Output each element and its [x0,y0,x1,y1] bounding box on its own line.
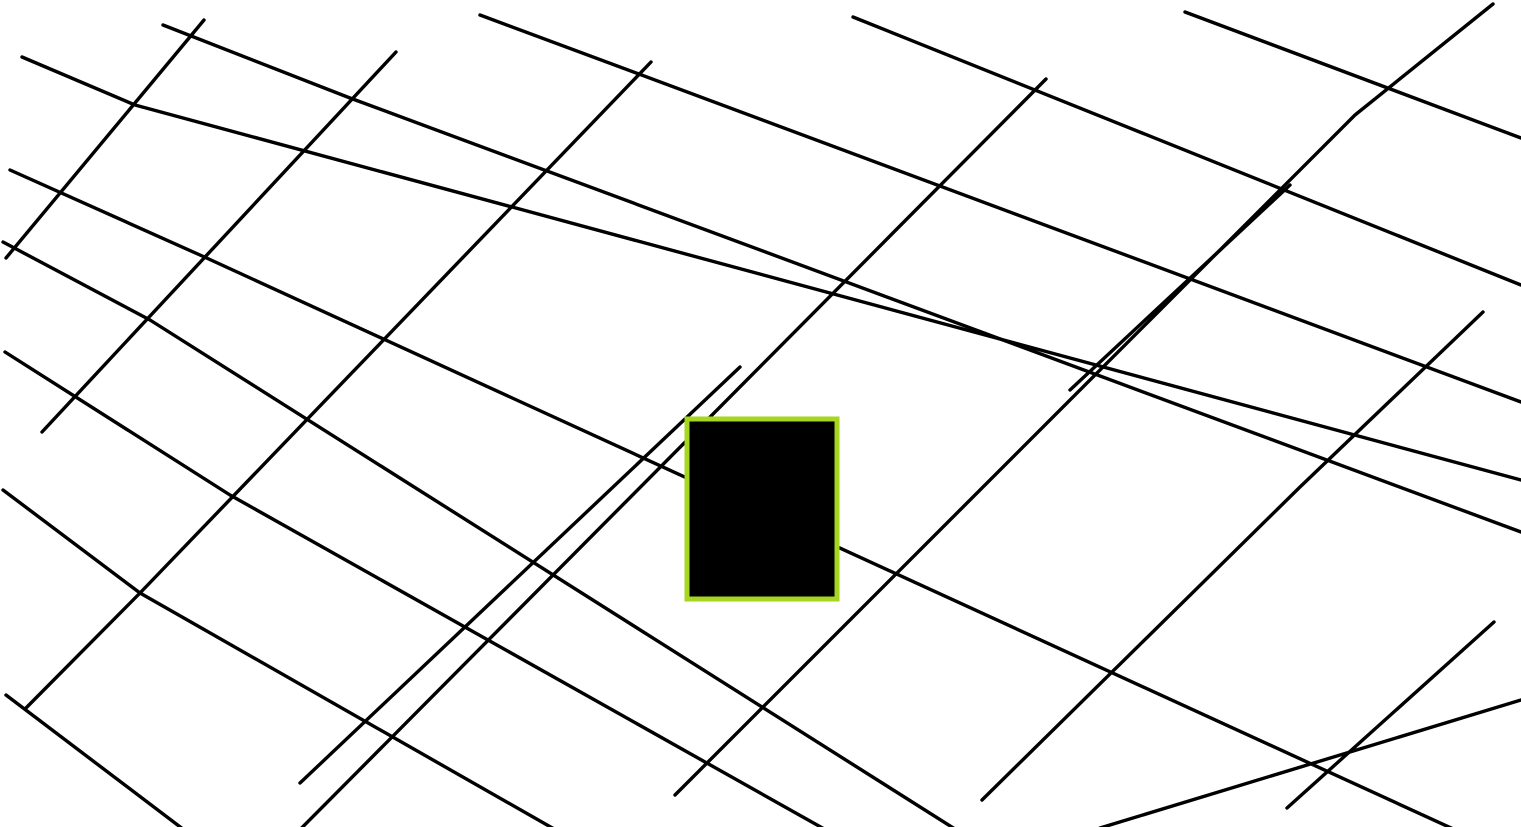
grid-lines-steep [4,2,1521,827]
grid-line-steep-8 [298,365,742,785]
grid-line-shallow-8 [478,13,1521,404]
highlighted-block[interactable] [684,416,840,602]
grid-line-steep-1 [4,18,206,260]
grid-line-steep-10 [1098,698,1521,827]
grid-line-steep-4 [300,77,1048,827]
grid-line-shallow-9 [851,15,1521,287]
grid-lines-shallow [1,10,1521,827]
grid-line-shallow-1 [161,23,1521,534]
grid-line-steep-3 [23,60,653,711]
grid-line-shallow-10 [1183,10,1521,140]
grid-line-steep-5 [673,2,1495,797]
grid-line-steep-7 [1285,620,1496,810]
grid-line-steep-6 [980,310,1485,802]
grid-line-shallow-4 [1,240,955,827]
grid-line-steep-2 [40,50,398,434]
grid-line-shallow-5 [3,350,825,827]
grid-line-steep-9 [1068,183,1292,392]
grid-line-shallow-3 [8,168,1454,827]
